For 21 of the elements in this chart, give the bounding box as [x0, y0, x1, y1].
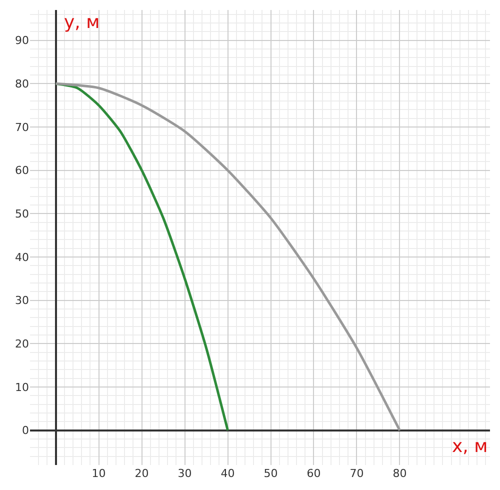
x-tick-label: 10 — [92, 467, 106, 480]
y-tick-label: 0 — [22, 424, 29, 438]
x-tick-label: 50 — [264, 467, 278, 480]
x-tick-label: 60 — [306, 467, 321, 480]
y-tick-label: 90 — [15, 34, 29, 48]
y-tick-label: 40 — [15, 250, 29, 264]
y-tick-label: 70 — [15, 120, 29, 134]
y-tick-label: 10 — [15, 380, 29, 394]
y-tick-label: 50 — [15, 208, 29, 221]
x-tick-label: 40 — [220, 467, 235, 480]
y-axis-title: y, м — [64, 12, 100, 33]
y-tick-label: 30 — [15, 294, 29, 308]
y-tick-label: 60 — [15, 164, 29, 178]
y-tick-label: 20 — [15, 338, 29, 351]
x-axis-title: x, м — [452, 436, 488, 457]
x-tick-label: 30 — [178, 467, 192, 480]
line-series — [54, 82, 401, 432]
y-tick-label: 80 — [15, 78, 29, 91]
x-tick-label: 80 — [392, 467, 407, 480]
x-tick-label: 20 — [134, 467, 149, 480]
x-tick-label: 70 — [350, 467, 364, 480]
